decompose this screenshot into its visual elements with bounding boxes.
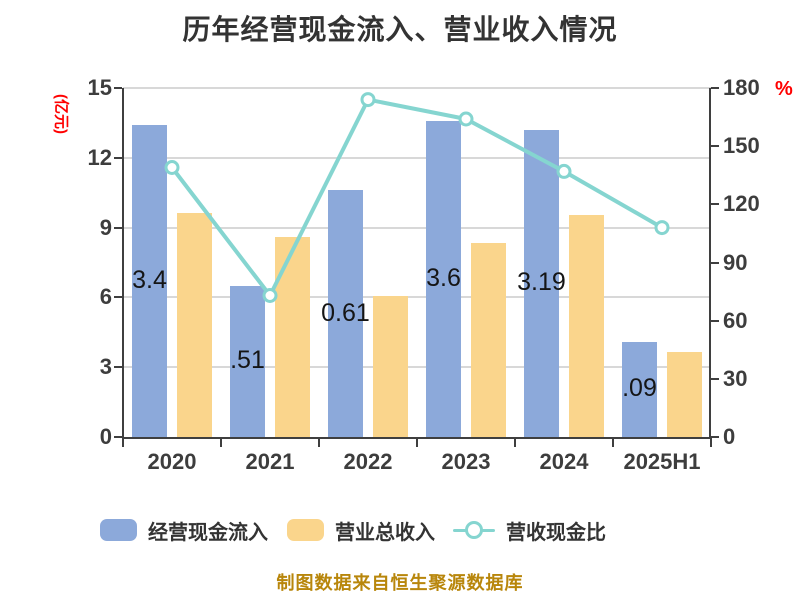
gridline [123, 366, 711, 369]
bar-total-revenue [667, 352, 702, 437]
x-axis-tick-label: 2022 [343, 449, 393, 474]
left-axis-tick-label: 6 [99, 284, 112, 310]
gridline [123, 87, 711, 89]
right-axis-tick-label: 120 [723, 191, 760, 217]
bar-cash-inflow [230, 285, 265, 437]
right-axis-line [709, 88, 711, 439]
bar-value-label: 3.6 [426, 263, 461, 292]
bar-cash-inflow [132, 125, 167, 437]
right-axis-tick [711, 203, 719, 206]
x-axis-tick [514, 439, 516, 447]
x-axis-tick-label: 2025H1 [623, 449, 701, 474]
x-axis-tick [416, 439, 418, 447]
cash-ratio-marker-icon [164, 160, 180, 175]
right-axis-tick-label: 150 [723, 133, 760, 159]
footer-note: 制图数据来自恒生聚源数据库 [276, 573, 524, 593]
x-axis-tick-label: 2023 [441, 449, 491, 474]
x-axis-tick [710, 439, 712, 447]
left-axis-tick-label: 15 [87, 75, 112, 100]
x-axis-tick-label: 2020 [147, 449, 197, 474]
bar-total-revenue [569, 214, 604, 437]
right-axis-tick [711, 261, 719, 264]
x-axis-tick [318, 439, 320, 447]
cash-ratio-marker-icon [556, 163, 572, 179]
legend-line-marker-icon [453, 519, 495, 541]
right-axis-unit-label: % [775, 78, 793, 100]
right-axis-tick-label: 30 [723, 365, 748, 391]
gridline [123, 156, 711, 159]
legend-item-cash-ratio[interactable]: 营收现金比 [453, 517, 606, 544]
bar-value-label: 3.19 [517, 268, 566, 297]
left-axis-line [122, 88, 124, 439]
left-axis-tick [114, 87, 122, 89]
left-axis-tick [114, 436, 122, 438]
legend-item-total-revenue[interactable]: 营业总收入 [287, 517, 435, 544]
right-axis-tick [711, 377, 719, 380]
right-axis-tick [711, 145, 719, 148]
x-axis-tick [122, 439, 124, 447]
legend-item-cash-inflow[interactable]: 经营现金流入 [100, 517, 268, 544]
chart-title: 历年经营现金流入、营业收入情况 [182, 14, 618, 45]
right-axis-tick [711, 87, 719, 89]
left-axis-tick-label: 12 [87, 144, 112, 170]
legend-label-total-revenue: 营业总收入 [335, 521, 435, 544]
cash-ratio-marker-icon [458, 111, 474, 127]
left-axis-tick [114, 226, 122, 229]
legend-label-cash-ratio: 营收现金比 [506, 521, 606, 544]
bar-value-label: 3.4 [132, 266, 167, 295]
right-axis-tick-label: 0 [723, 424, 736, 449]
x-axis-tick [220, 439, 222, 447]
right-axis-tick [711, 319, 719, 322]
left-axis-tick-label: 0 [99, 424, 112, 449]
legend-label-cash-inflow: 经营现金流入 [148, 521, 268, 544]
cash-ratio-marker-icon [360, 92, 376, 108]
right-axis-tick-label: 90 [723, 249, 748, 275]
bar-total-revenue [373, 296, 408, 437]
legend-swatch-cash-inflow-icon [100, 519, 137, 541]
left-axis-tick [114, 296, 122, 299]
left-axis-tick [114, 156, 122, 159]
bar-value-label: 0.61 [321, 298, 370, 327]
right-axis-tick [711, 436, 719, 438]
x-axis-tick-label: 2024 [539, 449, 589, 474]
bar-value-label: .51 [230, 346, 265, 375]
left-axis-tick [114, 366, 122, 369]
right-axis-tick-label: 180 [723, 75, 760, 100]
bar-total-revenue [177, 212, 212, 437]
x-axis-tick-label: 2021 [245, 449, 295, 474]
legend-swatch-total-revenue-icon [287, 519, 324, 541]
left-axis-tick-label: 9 [99, 214, 112, 240]
x-axis-line [122, 437, 712, 439]
bar-value-label: .09 [622, 374, 657, 403]
right-axis-tick-label: 60 [723, 307, 748, 333]
x-axis-tick [612, 439, 614, 447]
left-axis-tick-label: 3 [99, 354, 112, 380]
bar-total-revenue [275, 236, 310, 437]
bar-cash-inflow [622, 341, 657, 437]
